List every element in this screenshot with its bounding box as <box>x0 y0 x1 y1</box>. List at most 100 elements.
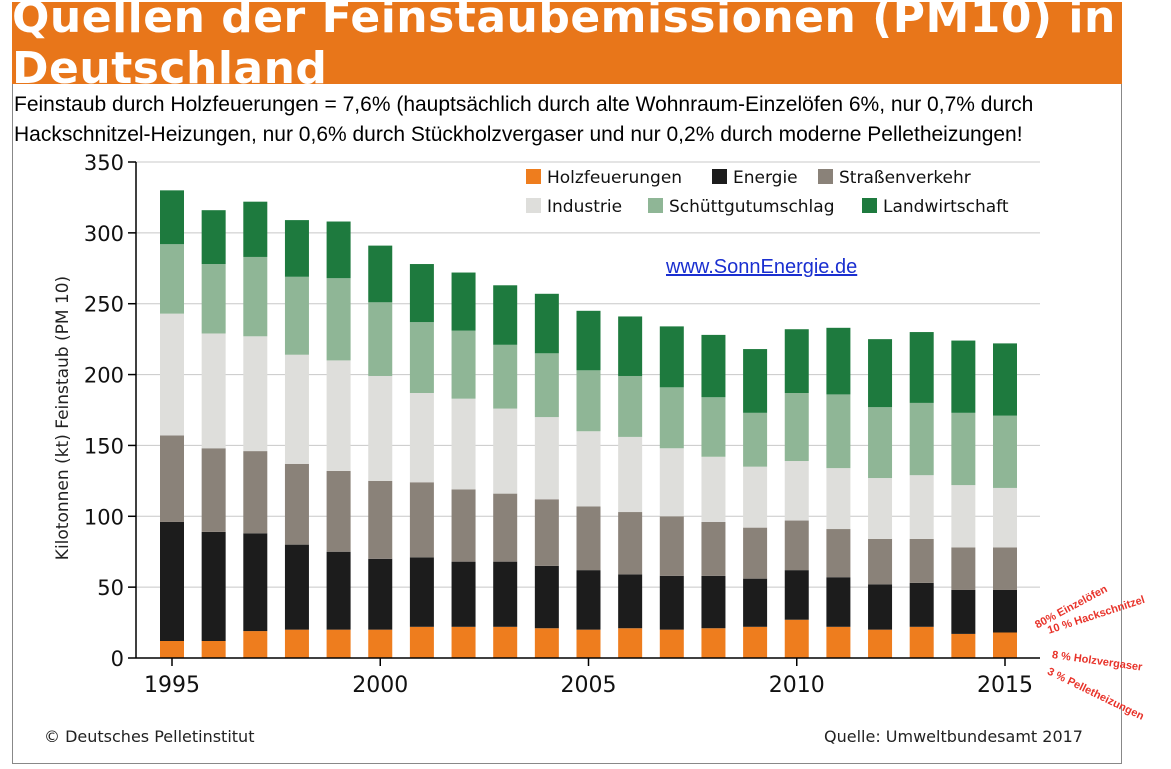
bar-segment <box>284 463 309 545</box>
bar-segment <box>493 285 518 345</box>
bar-segment <box>409 322 434 393</box>
bar-stack-1995 <box>160 190 184 658</box>
x-tick-label: 1995 <box>144 673 200 698</box>
bar-segment <box>493 493 518 562</box>
bar-segment <box>409 392 434 483</box>
legend-label: Straßenverkehr <box>839 168 971 188</box>
legend-label: Landwirtschaft <box>883 197 1009 217</box>
bar-segment <box>993 415 1017 488</box>
bar-stack-1997 <box>243 201 268 658</box>
bar-segment <box>409 626 434 658</box>
bar-segment <box>743 626 768 658</box>
bar-segment <box>993 589 1017 633</box>
bar-segment <box>659 387 684 449</box>
bar-segment <box>951 485 976 548</box>
bar-segment <box>784 461 809 521</box>
bar-segment <box>951 412 976 486</box>
bar-segment <box>743 527 768 579</box>
bar-segment <box>701 575 726 629</box>
bar-segment <box>451 272 476 331</box>
legend-swatch <box>526 198 541 213</box>
y-tick-label: 300 <box>84 222 124 246</box>
bar-segment <box>868 629 893 658</box>
bar-segment <box>368 245 393 303</box>
bar-segment <box>701 521 726 576</box>
bar-segment <box>493 408 518 494</box>
bar-segment <box>951 340 976 413</box>
bar-segment <box>451 561 476 627</box>
bar-segment <box>493 626 518 658</box>
bar-segment <box>534 293 559 354</box>
bar-segment <box>160 640 184 658</box>
legend-label: Schüttgutumschlag <box>669 197 835 217</box>
y-tick-label: 50 <box>97 576 124 600</box>
bar-segment <box>909 402 934 476</box>
bar-segment <box>576 370 601 432</box>
y-tick-label: 150 <box>84 434 124 458</box>
bar-segment <box>326 629 351 658</box>
bar-segment <box>784 570 809 620</box>
bar-segment <box>993 632 1017 658</box>
bar-segment <box>784 520 809 571</box>
bar-segment <box>576 629 601 658</box>
axes-group: 0 50 100 150 200 250 300 350 Kilotonnen (kt) Fei… <box>53 151 1040 698</box>
bar-segment <box>909 538 934 583</box>
legend-label: Holzfeuerungen <box>547 168 682 188</box>
bar-segment <box>826 529 851 578</box>
bar-segment <box>451 330 476 399</box>
bar-segment <box>784 329 809 393</box>
y-tick-label: 200 <box>84 364 124 388</box>
bar-stack-2006 <box>618 316 643 658</box>
bar-segment <box>201 264 226 334</box>
bar-segment <box>659 448 684 517</box>
bar-segment <box>243 336 268 452</box>
bar-segment <box>284 629 309 658</box>
bar-segment <box>160 190 184 245</box>
bar-segment <box>534 499 559 566</box>
bar-segment <box>784 619 809 658</box>
bar-segment <box>576 570 601 630</box>
bar-segment <box>326 278 351 361</box>
bar-segment <box>576 310 601 371</box>
legend-swatch <box>818 169 833 184</box>
bar-segment <box>368 375 393 481</box>
bars-group <box>160 190 1017 658</box>
bar-stack-2010 <box>784 329 809 658</box>
bar-segment <box>993 487 1017 548</box>
bar-segment <box>826 626 851 658</box>
bar-segment <box>951 547 976 590</box>
bar-segment <box>368 302 393 376</box>
legend: Holzfeuerungen Energie Straßenverkehr Indus… <box>526 168 1009 217</box>
bar-stack-2011 <box>826 327 851 658</box>
legend-swatch <box>648 198 663 213</box>
bar-stack-2013 <box>909 332 934 658</box>
bar-segment <box>201 640 226 658</box>
bar-segment <box>743 349 768 413</box>
bar-segment <box>868 407 893 479</box>
bar-stack-2009 <box>743 349 768 658</box>
bar-segment <box>284 220 309 277</box>
bar-segment <box>618 628 643 658</box>
bar-segment <box>701 628 726 658</box>
bar-segment <box>784 392 809 462</box>
bar-segment <box>243 201 268 257</box>
y-tick-label: 0 <box>111 647 124 671</box>
bar-segment <box>534 628 559 658</box>
bar-segment <box>576 506 601 571</box>
bar-stack-1999 <box>326 221 351 658</box>
bar-segment <box>701 397 726 457</box>
website-link[interactable]: www.SonnEnergie.de <box>666 256 858 278</box>
bar-segment <box>909 626 934 658</box>
x-tick-label: 2010 <box>769 673 825 698</box>
bar-segment <box>368 480 393 559</box>
legend-swatch <box>526 169 541 184</box>
bar-segment <box>743 578 768 627</box>
bar-segment <box>451 626 476 658</box>
bar-segment <box>826 577 851 627</box>
bar-segment <box>743 466 768 528</box>
x-tick-label: 2000 <box>352 673 408 698</box>
bar-segment <box>576 431 601 507</box>
bar-segment <box>368 558 393 630</box>
bar-segment <box>868 584 893 630</box>
bar-segment <box>243 631 268 658</box>
